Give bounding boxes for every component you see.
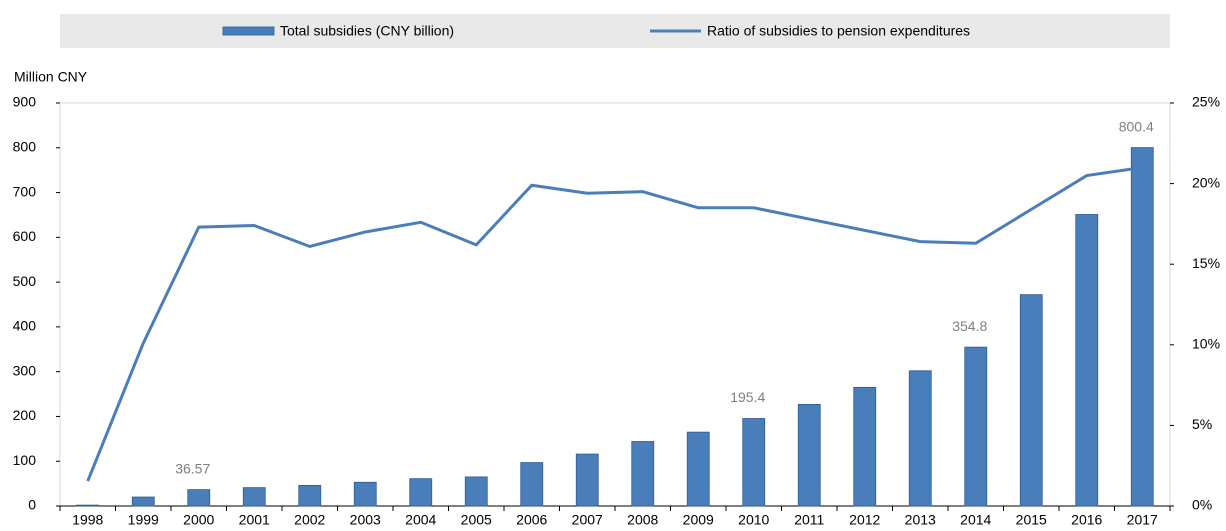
bar (520, 462, 544, 507)
x-tick-label: 2011 (794, 512, 824, 528)
x-tick-label: 2007 (572, 512, 603, 528)
y-tick-label: 0 (28, 497, 36, 513)
bar (908, 370, 932, 507)
x-tick-label: 2002 (294, 512, 325, 528)
bar (797, 403, 821, 507)
bar (575, 453, 599, 507)
line (86, 165, 1143, 482)
bar (631, 441, 655, 507)
y2-tick-label: 5% (1192, 416, 1212, 432)
bar (353, 481, 377, 507)
x-tick-label: 2000 (183, 512, 214, 528)
value-label: 195.4 (730, 389, 765, 405)
x-tick-label: 2004 (405, 512, 436, 528)
y2-tick-label: 25% (1192, 94, 1220, 110)
y2-tick-label: 20% (1192, 174, 1220, 190)
y-tick-label: 800 (13, 138, 37, 154)
x-tick-label: 2005 (461, 512, 492, 528)
bar (298, 485, 322, 507)
x-tick-label: 2003 (350, 512, 381, 528)
bar (686, 431, 710, 507)
x-tick-label: 2001 (239, 512, 270, 528)
y-tick-label: 100 (13, 452, 37, 468)
x-tick-label: 2006 (516, 512, 547, 528)
x-tick-label: 2014 (960, 512, 991, 528)
x-tick-label: 1999 (128, 512, 159, 528)
y-tick-label: 300 (13, 362, 37, 378)
bar (853, 386, 877, 507)
bar (409, 478, 433, 507)
legend-label: Total subsidies (CNY billion) (280, 23, 454, 39)
bar (1130, 147, 1154, 507)
x-tick-label: 1998 (72, 512, 103, 528)
y-axis-label: Million CNY (14, 69, 88, 85)
bar (131, 496, 155, 507)
bar (76, 504, 100, 507)
x-tick-label: 2012 (849, 512, 880, 528)
legend-label: Ratio of subsidies to pension expenditur… (707, 23, 970, 39)
legend-swatch (222, 26, 275, 36)
x-tick-label: 2015 (1016, 512, 1047, 528)
x-tick-label: 2016 (1071, 512, 1102, 528)
value-label: 800.4 (1119, 118, 1154, 134)
x-tick-label: 2008 (627, 512, 658, 528)
bar (964, 346, 988, 507)
bar (742, 418, 766, 507)
y-tick-label: 900 (13, 94, 37, 110)
bar (187, 489, 211, 507)
y-tick-label: 600 (13, 228, 37, 244)
bar (1019, 294, 1043, 507)
y-tick-label: 700 (13, 183, 37, 199)
y2-tick-label: 10% (1192, 336, 1220, 352)
y2-tick-label: 0% (1192, 497, 1212, 513)
value-label: 354.8 (952, 318, 987, 334)
bar (464, 476, 488, 507)
x-tick-label: 2013 (905, 512, 936, 528)
x-tick-label: 2017 (1127, 512, 1158, 528)
bar (1075, 214, 1099, 507)
x-tick-label: 2009 (683, 512, 714, 528)
x-tick-label: 2010 (738, 512, 769, 528)
y-tick-label: 200 (13, 407, 37, 423)
y2-tick-label: 15% (1192, 255, 1220, 271)
y-tick-label: 500 (13, 273, 37, 289)
bar (242, 487, 266, 507)
value-label: 36.57 (175, 460, 210, 476)
y-tick-label: 400 (13, 318, 37, 334)
plot-area (59, 102, 1171, 507)
